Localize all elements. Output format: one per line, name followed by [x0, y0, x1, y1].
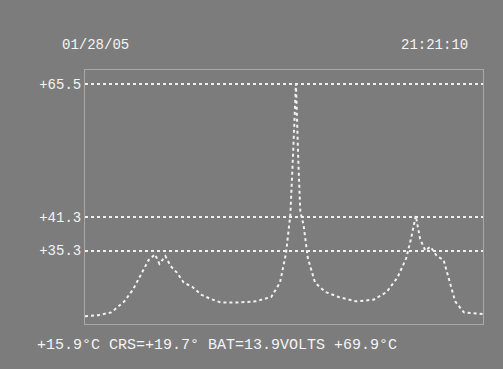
svg-text:+15.9°C CRS=+19.7° BAT=13.9VOL: +15.9°C CRS=+19.7° BAT=13.9VOLTS +69.9°C [37, 337, 397, 354]
svg-text:21:21:10: 21:21:10 [401, 37, 468, 53]
svg-text:+35.3: +35.3 [39, 243, 81, 259]
svg-text:+65.5: +65.5 [39, 77, 81, 93]
svg-text:01/28/05: 01/28/05 [62, 37, 129, 53]
svg-text:+41.3: +41.3 [39, 210, 81, 226]
